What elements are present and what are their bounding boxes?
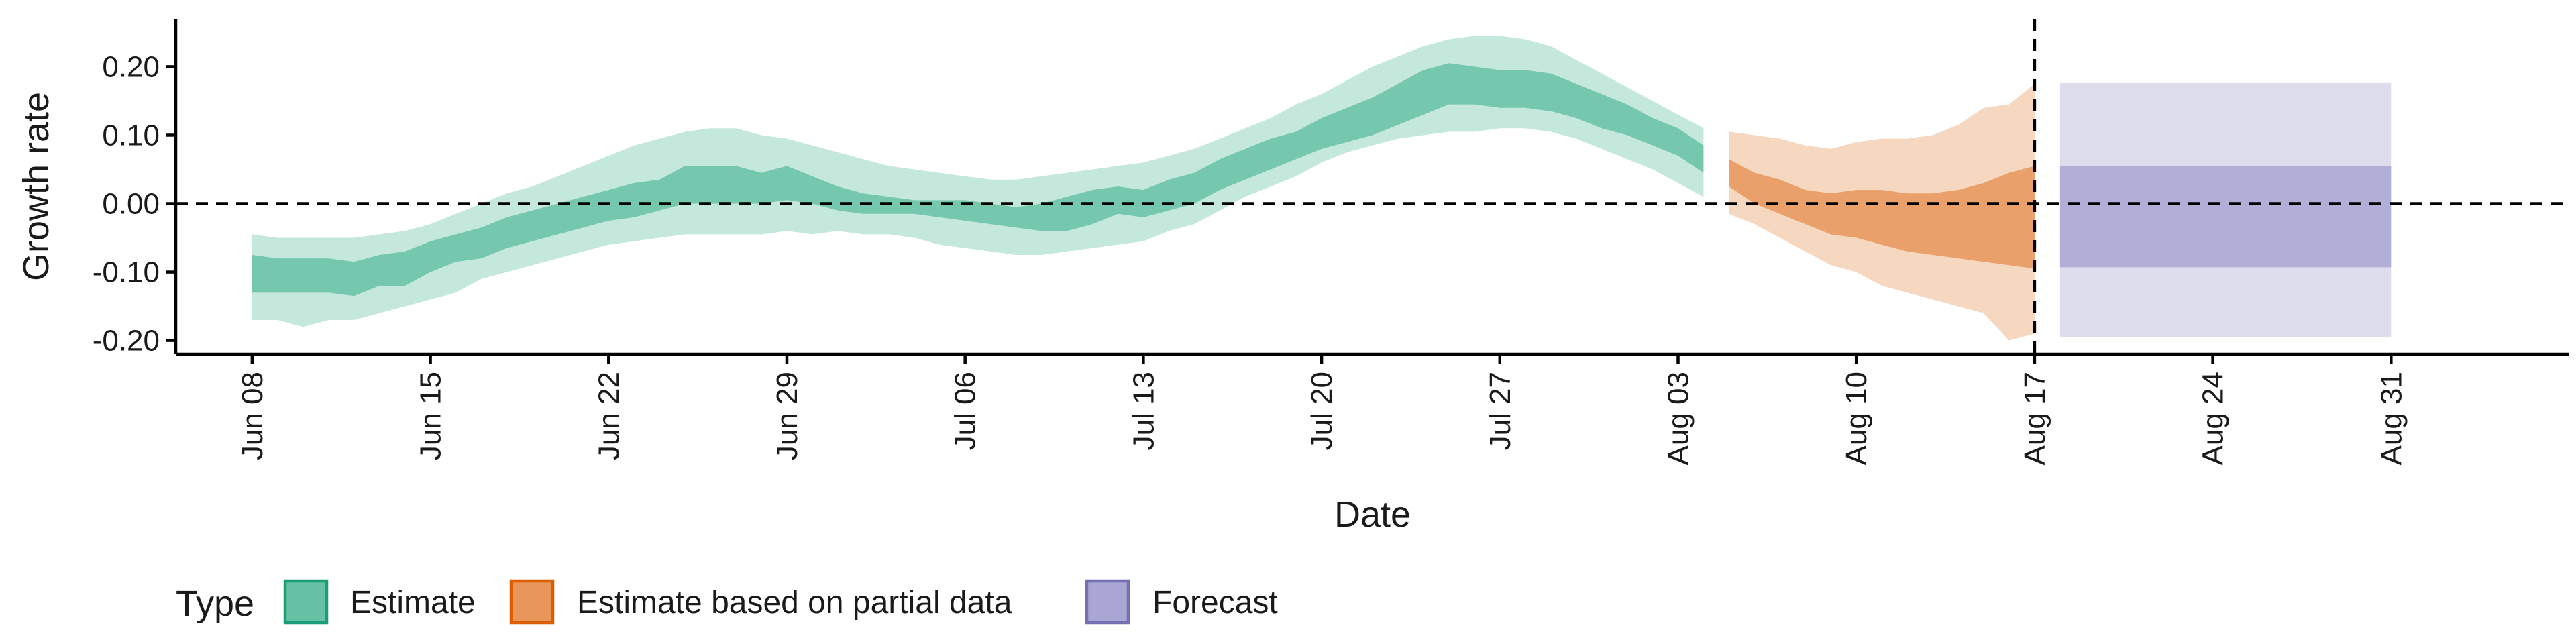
x-tick-label: Jul 27 — [1484, 372, 1517, 450]
estimate-50-interval-band — [252, 63, 1704, 297]
x-tick-label: Jul 13 — [1127, 372, 1160, 450]
axes-layer — [174, 19, 2569, 356]
x-tick-label: Aug 31 — [2375, 372, 2408, 465]
forecast-legend-key — [1085, 579, 1130, 625]
y-tick-label: 0.20 — [102, 50, 160, 83]
legend: Type Estimate Estimate based on partial d… — [176, 579, 1278, 625]
legend-label: Forecast — [1152, 585, 1278, 621]
bands-layer — [252, 36, 2392, 341]
x-tick-label: Jul 20 — [1305, 372, 1338, 450]
y-tick-label: -0.10 — [93, 256, 160, 289]
y-axis-title: Growth rate — [16, 92, 56, 281]
y-tick-label: 0.00 — [102, 188, 160, 221]
x-tick-label: Jun 29 — [771, 372, 804, 460]
y-tick-label: -0.20 — [93, 325, 160, 358]
forecast-50-interval-band — [2059, 166, 2392, 268]
estimate-90-interval-band — [252, 36, 1704, 327]
x-tick-label: Aug 17 — [2019, 372, 2051, 465]
x-tick-label: Aug 03 — [1662, 372, 1695, 465]
legend-title: Type — [176, 584, 254, 624]
x-tick-label: Aug 24 — [2197, 372, 2230, 465]
y-ticks-layer: -0.20 -0.10 0.00 0.10 0.20 — [93, 50, 176, 358]
reference-lines-layer — [176, 19, 2569, 354]
legend-label: Estimate based on partial data — [577, 585, 1012, 621]
x-tick-label: Aug 10 — [1840, 372, 1873, 465]
x-tick-label: Jun 22 — [592, 372, 625, 460]
estimate-legend-key — [283, 579, 329, 625]
x-axis-title: Date — [1334, 494, 1411, 535]
legend-label: Estimate — [350, 585, 476, 621]
estimate-based-on-partial-data-50-interval-band — [1729, 159, 2035, 269]
estimate-based-on-partial-data-legend-key — [509, 579, 555, 625]
x-tick-label: Jun 15 — [415, 372, 447, 460]
y-tick-label: 0.10 — [102, 119, 160, 152]
x-ticks-layer: Jun 08 Jun 15 Jun 22 Jun 29 Jul 06 Jul 13 Jul … — [236, 354, 2408, 465]
x-tick-label: Jun 08 — [236, 372, 269, 460]
x-tick-label: Jul 06 — [949, 372, 982, 450]
